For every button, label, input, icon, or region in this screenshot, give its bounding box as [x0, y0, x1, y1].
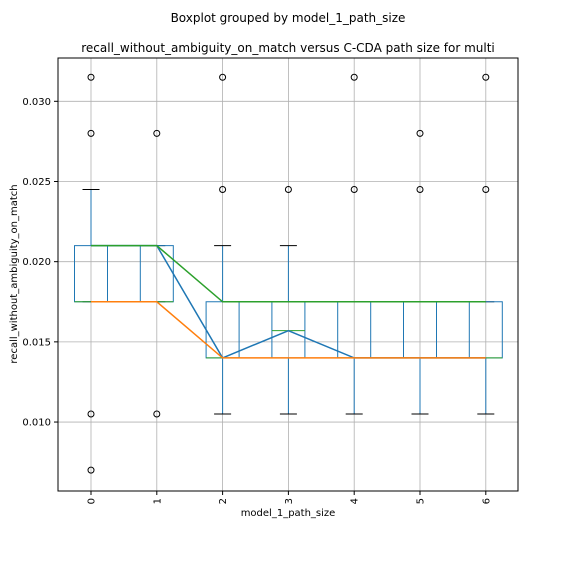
x-tick-label: 0 — [87, 498, 98, 504]
x-tick-label: 3 — [284, 498, 295, 504]
x-tick-label: 4 — [350, 498, 361, 504]
flier-point — [350, 73, 358, 81]
flier-point — [153, 410, 161, 418]
flier-point — [416, 186, 424, 194]
chart-title: recall_without_ambiguity_on_match versus… — [81, 41, 495, 55]
x-axis-label: model_1_path_size — [241, 508, 336, 519]
series-lines — [91, 244, 486, 359]
x-tick-label: 5 — [416, 498, 427, 504]
y-axis-label: recall_without_ambiguity_on_match — [9, 184, 20, 363]
flier-point — [87, 73, 95, 81]
series-line-2 — [91, 301, 486, 359]
flier-point — [482, 186, 490, 194]
axes: 0.010 0.015 0.020 0.025 0.030 0 1 2 3 4 5 6 — [22, 57, 519, 504]
flier-point — [416, 129, 424, 137]
series-line-3 — [91, 244, 486, 303]
flier-point — [87, 466, 95, 474]
flier-point — [284, 186, 292, 194]
x-tick-label: 2 — [218, 498, 229, 504]
flier-point — [350, 186, 358, 194]
y-tick-label: 0.025 — [22, 177, 51, 188]
flier-point — [87, 410, 95, 418]
y-tick-label: 0.015 — [22, 337, 51, 348]
x-tick-label: 6 — [481, 498, 492, 504]
flier-point — [153, 129, 161, 137]
chart-suptitle: Boxplot grouped by model_1_path_size — [171, 11, 406, 25]
flier-point — [482, 73, 490, 81]
x-tick-label: 1 — [152, 498, 163, 504]
y-tick-label: 0.010 — [22, 418, 51, 429]
flier-point — [219, 73, 227, 81]
y-tick-label: 0.030 — [22, 97, 51, 108]
flier-point — [87, 129, 95, 137]
y-tick-label: 0.020 — [22, 257, 51, 268]
flier-point — [219, 186, 227, 194]
